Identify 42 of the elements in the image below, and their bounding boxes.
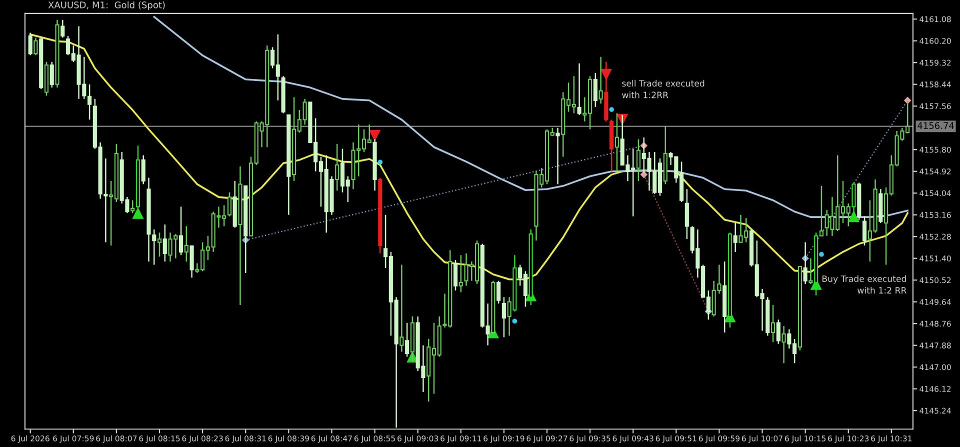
candlestick xyxy=(776,319,780,344)
candlestick xyxy=(400,264,404,352)
candlestick xyxy=(636,138,641,182)
candlestick xyxy=(28,32,32,56)
chart-title: XAUUSD, M1: Gold (Spot) xyxy=(48,1,165,10)
point xyxy=(512,318,518,324)
point xyxy=(368,130,381,142)
point xyxy=(132,207,144,219)
candlestick xyxy=(771,304,776,343)
candlestick xyxy=(782,325,786,364)
annotation: Buy Trade executed with 1:2 RR xyxy=(822,275,906,294)
candlestick xyxy=(227,192,232,217)
ref-line-label: 4156.74 xyxy=(918,122,954,129)
candlestick xyxy=(556,127,560,185)
candlestick xyxy=(335,143,340,192)
candlestick xyxy=(502,296,506,338)
candlestick xyxy=(34,37,38,56)
candlestick xyxy=(405,322,410,358)
candlestick xyxy=(453,259,458,292)
candlestick xyxy=(614,112,619,172)
point xyxy=(609,107,614,112)
candlestick xyxy=(496,280,501,304)
candlestick xyxy=(577,62,582,116)
candlestick xyxy=(152,228,156,266)
candlestick xyxy=(141,154,146,185)
candlestick xyxy=(598,56,603,104)
candlestick xyxy=(684,188,689,240)
candlestick xyxy=(190,244,194,278)
annotation: sell Trade executed with 1:2RR xyxy=(622,80,704,98)
candlestick xyxy=(179,206,184,256)
candlestick xyxy=(862,216,867,246)
candlestick xyxy=(733,222,738,253)
candlestick xyxy=(458,254,463,293)
candlestick xyxy=(157,232,162,258)
candlestick xyxy=(593,72,598,108)
point xyxy=(819,252,824,257)
candlestick xyxy=(50,61,54,88)
point xyxy=(378,160,383,165)
candlestick xyxy=(130,200,135,214)
candlestick xyxy=(184,226,188,262)
candlestick xyxy=(162,224,167,262)
candlestick xyxy=(60,19,65,38)
